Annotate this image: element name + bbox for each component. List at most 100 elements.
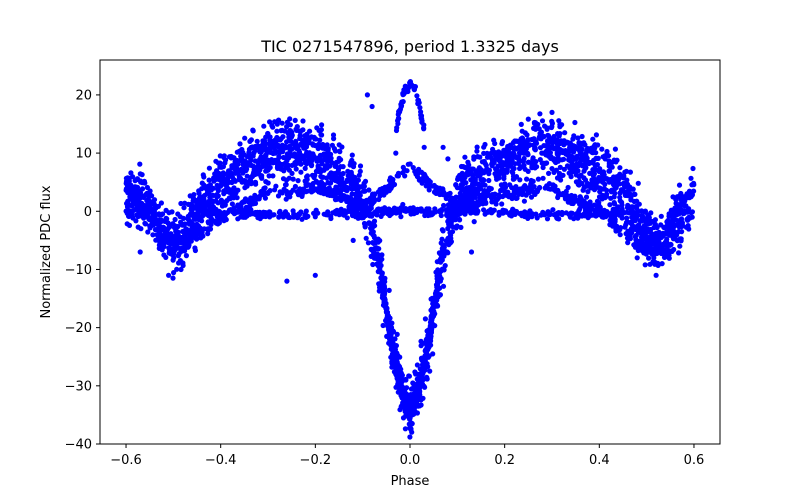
data-point	[516, 153, 522, 159]
data-point	[546, 186, 552, 192]
data-point	[606, 158, 612, 164]
data-point	[240, 170, 246, 176]
data-point	[300, 118, 306, 124]
data-point	[616, 210, 622, 216]
data-point	[517, 177, 523, 183]
data-point	[229, 201, 235, 207]
data-point	[582, 184, 588, 190]
data-point	[624, 215, 630, 221]
data-point	[244, 173, 250, 179]
data-point	[190, 198, 196, 204]
data-point	[132, 184, 139, 190]
data-point	[279, 127, 285, 133]
data-point	[336, 148, 343, 154]
data-points	[123, 79, 697, 440]
data-point	[374, 210, 380, 216]
data-point	[496, 192, 502, 198]
data-point	[436, 250, 442, 256]
data-point	[526, 159, 532, 165]
data-point	[178, 200, 184, 207]
data-point	[314, 187, 320, 193]
data-point	[303, 151, 309, 158]
data-point	[557, 164, 563, 170]
data-point	[625, 240, 631, 246]
data-point	[401, 393, 407, 399]
data-point	[421, 208, 427, 214]
data-point	[187, 211, 193, 217]
data-point	[323, 155, 329, 161]
data-point	[422, 316, 428, 322]
data-point	[532, 165, 538, 171]
data-point	[244, 197, 250, 203]
data-point	[528, 194, 535, 200]
data-point	[284, 155, 290, 161]
data-point	[157, 233, 163, 239]
data-point	[278, 166, 284, 172]
data-point	[428, 318, 434, 324]
data-point	[474, 144, 480, 150]
data-point	[522, 147, 528, 154]
data-point	[583, 194, 590, 200]
data-point	[614, 182, 620, 188]
data-point	[565, 199, 571, 205]
data-point	[630, 209, 636, 215]
data-point	[283, 188, 290, 194]
data-point	[329, 160, 335, 166]
data-point	[658, 213, 664, 219]
data-point	[433, 209, 439, 215]
data-point	[524, 176, 530, 182]
data-point	[433, 291, 439, 297]
outlier-point	[421, 144, 427, 150]
data-point	[214, 176, 220, 182]
data-point	[221, 209, 227, 216]
data-point	[661, 224, 667, 230]
data-point	[511, 151, 517, 157]
data-point	[324, 163, 330, 169]
data-point	[489, 160, 495, 166]
data-point	[481, 207, 487, 213]
data-point	[419, 119, 425, 125]
data-point	[321, 151, 327, 157]
outlier-point	[549, 109, 555, 115]
data-point	[294, 189, 300, 195]
data-point	[407, 434, 413, 440]
data-point	[260, 138, 266, 144]
data-point	[691, 188, 697, 194]
data-point	[165, 220, 171, 226]
data-point	[604, 148, 610, 155]
data-point	[556, 118, 562, 124]
data-point	[526, 213, 533, 219]
data-point	[226, 154, 233, 160]
outlier-point	[393, 150, 399, 156]
data-point	[349, 152, 355, 158]
data-point	[124, 200, 130, 207]
data-point	[419, 370, 426, 376]
data-point	[588, 182, 594, 188]
outlier-point	[445, 156, 451, 162]
data-point	[540, 164, 546, 171]
data-point	[512, 211, 518, 217]
data-point	[192, 247, 198, 254]
data-point	[570, 200, 576, 206]
data-point	[653, 242, 659, 248]
data-point	[566, 149, 572, 155]
data-point	[178, 266, 184, 273]
data-point	[287, 194, 293, 200]
data-point	[387, 175, 394, 181]
data-point	[394, 125, 400, 131]
data-point	[652, 217, 659, 223]
data-point	[251, 163, 257, 169]
data-point	[513, 189, 520, 195]
data-point	[604, 191, 610, 197]
data-point	[670, 194, 676, 200]
data-point	[257, 156, 263, 162]
data-point	[170, 275, 176, 281]
data-point	[492, 191, 498, 197]
data-point	[501, 208, 507, 214]
data-point	[270, 173, 276, 179]
data-point	[469, 178, 476, 184]
outlier-point	[284, 278, 290, 284]
data-point	[547, 211, 553, 218]
data-point	[171, 270, 177, 276]
data-point	[371, 198, 377, 205]
